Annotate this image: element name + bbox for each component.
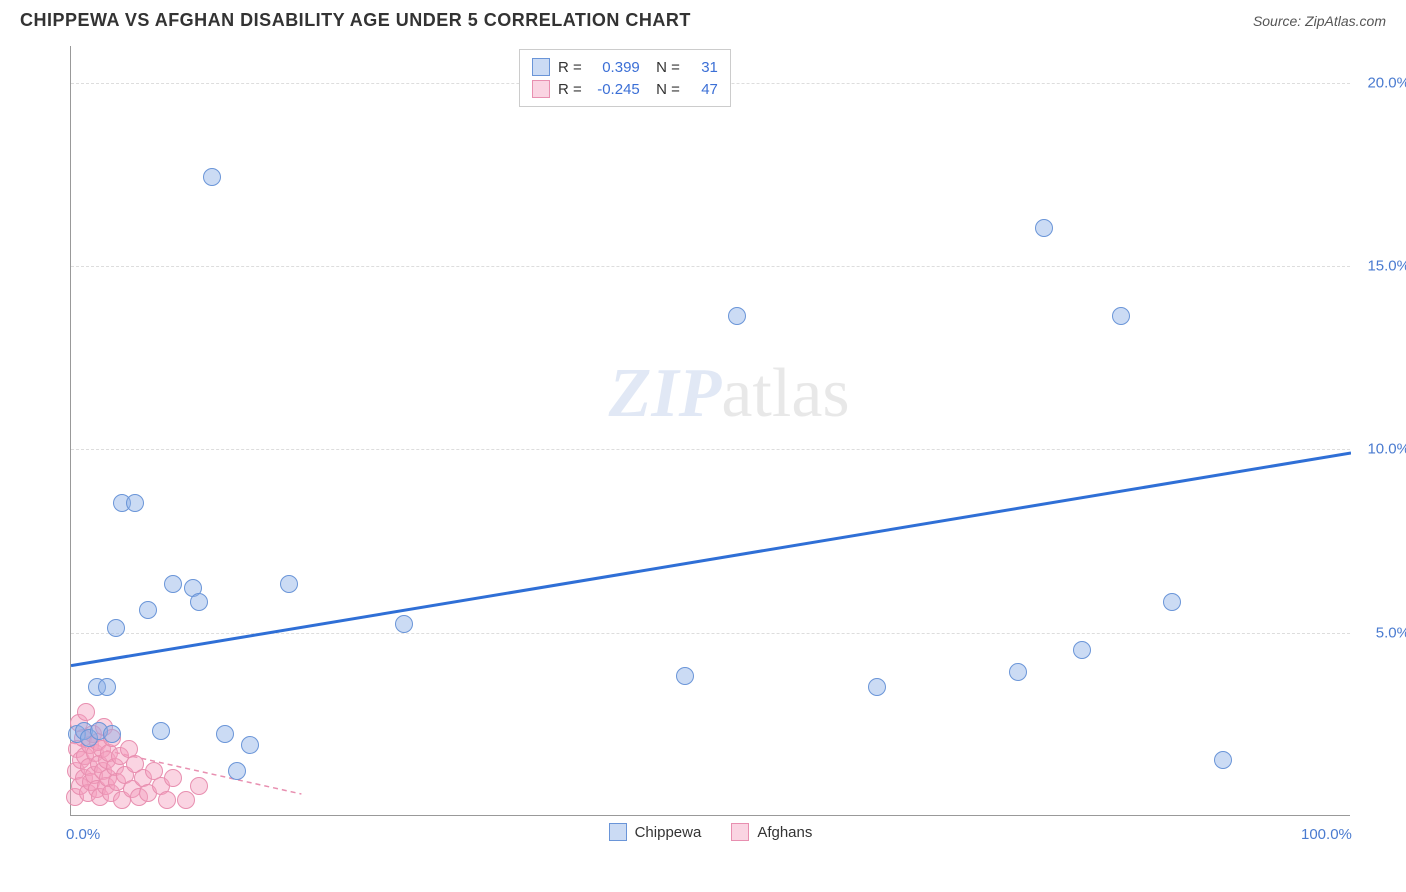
stat-r-value: -0.245 xyxy=(590,81,640,98)
stat-r-label: R = xyxy=(558,59,582,76)
chart-title: CHIPPEWA VS AFGHAN DISABILITY AGE UNDER … xyxy=(20,10,691,31)
data-point xyxy=(177,791,195,809)
bottom-legend: Chippewa Afghans xyxy=(609,823,813,841)
x-tick-label: 100.0% xyxy=(1301,826,1352,843)
trend-overlay xyxy=(71,46,1351,816)
stats-row: R = -0.245 N = 47 xyxy=(532,78,718,100)
data-point xyxy=(728,307,746,325)
data-point xyxy=(190,777,208,795)
stats-row: R = 0.399 N = 31 xyxy=(532,56,718,78)
data-point xyxy=(1112,307,1130,325)
data-point xyxy=(152,722,170,740)
data-point xyxy=(139,601,157,619)
y-tick-label: 5.0% xyxy=(1376,624,1406,641)
data-point xyxy=(280,575,298,593)
stats-legend-box: R = 0.399 N = 31 R = -0.245 N = 47 xyxy=(519,49,731,107)
legend-swatch xyxy=(609,823,627,841)
legend-swatch xyxy=(532,80,550,98)
source-label: Source: ZipAtlas.com xyxy=(1253,13,1386,29)
stat-r-label: R = xyxy=(558,81,582,98)
data-point xyxy=(164,575,182,593)
data-point xyxy=(228,762,246,780)
legend-swatch xyxy=(532,58,550,76)
data-point xyxy=(1035,219,1053,237)
legend-label: Afghans xyxy=(757,824,812,841)
data-point xyxy=(1009,663,1027,681)
data-point xyxy=(164,769,182,787)
data-point xyxy=(77,703,95,721)
data-point xyxy=(126,494,144,512)
data-point xyxy=(1073,641,1091,659)
stat-r-value: 0.399 xyxy=(590,59,640,76)
data-point xyxy=(676,667,694,685)
data-point xyxy=(1163,593,1181,611)
legend-item: Afghans xyxy=(731,823,812,841)
y-tick-label: 10.0% xyxy=(1367,441,1406,458)
x-tick-label: 0.0% xyxy=(66,826,100,843)
stat-n-value: 31 xyxy=(688,59,718,76)
stat-n-value: 47 xyxy=(688,81,718,98)
plot-region: 5.0%10.0%15.0%20.0%0.0%100.0%ZIPatlasR =… xyxy=(70,46,1350,816)
legend-swatch xyxy=(731,823,749,841)
header: CHIPPEWA VS AFGHAN DISABILITY AGE UNDER … xyxy=(0,0,1406,36)
data-point xyxy=(395,615,413,633)
stat-n-label: N = xyxy=(648,59,680,76)
data-point xyxy=(868,678,886,696)
gridline xyxy=(71,266,1350,267)
y-tick-label: 15.0% xyxy=(1367,258,1406,275)
data-point xyxy=(241,736,259,754)
data-point xyxy=(1214,751,1232,769)
watermark: ZIPatlas xyxy=(609,354,850,434)
data-point xyxy=(158,791,176,809)
y-tick-label: 20.0% xyxy=(1367,74,1406,91)
data-point xyxy=(190,593,208,611)
legend-label: Chippewa xyxy=(635,824,702,841)
data-point xyxy=(216,725,234,743)
data-point xyxy=(107,619,125,637)
legend-item: Chippewa xyxy=(609,823,702,841)
stat-n-label: N = xyxy=(648,81,680,98)
gridline xyxy=(71,633,1350,634)
data-point xyxy=(203,168,221,186)
data-point xyxy=(103,725,121,743)
gridline xyxy=(71,449,1350,450)
trend-line xyxy=(71,453,1351,666)
data-point xyxy=(98,678,116,696)
